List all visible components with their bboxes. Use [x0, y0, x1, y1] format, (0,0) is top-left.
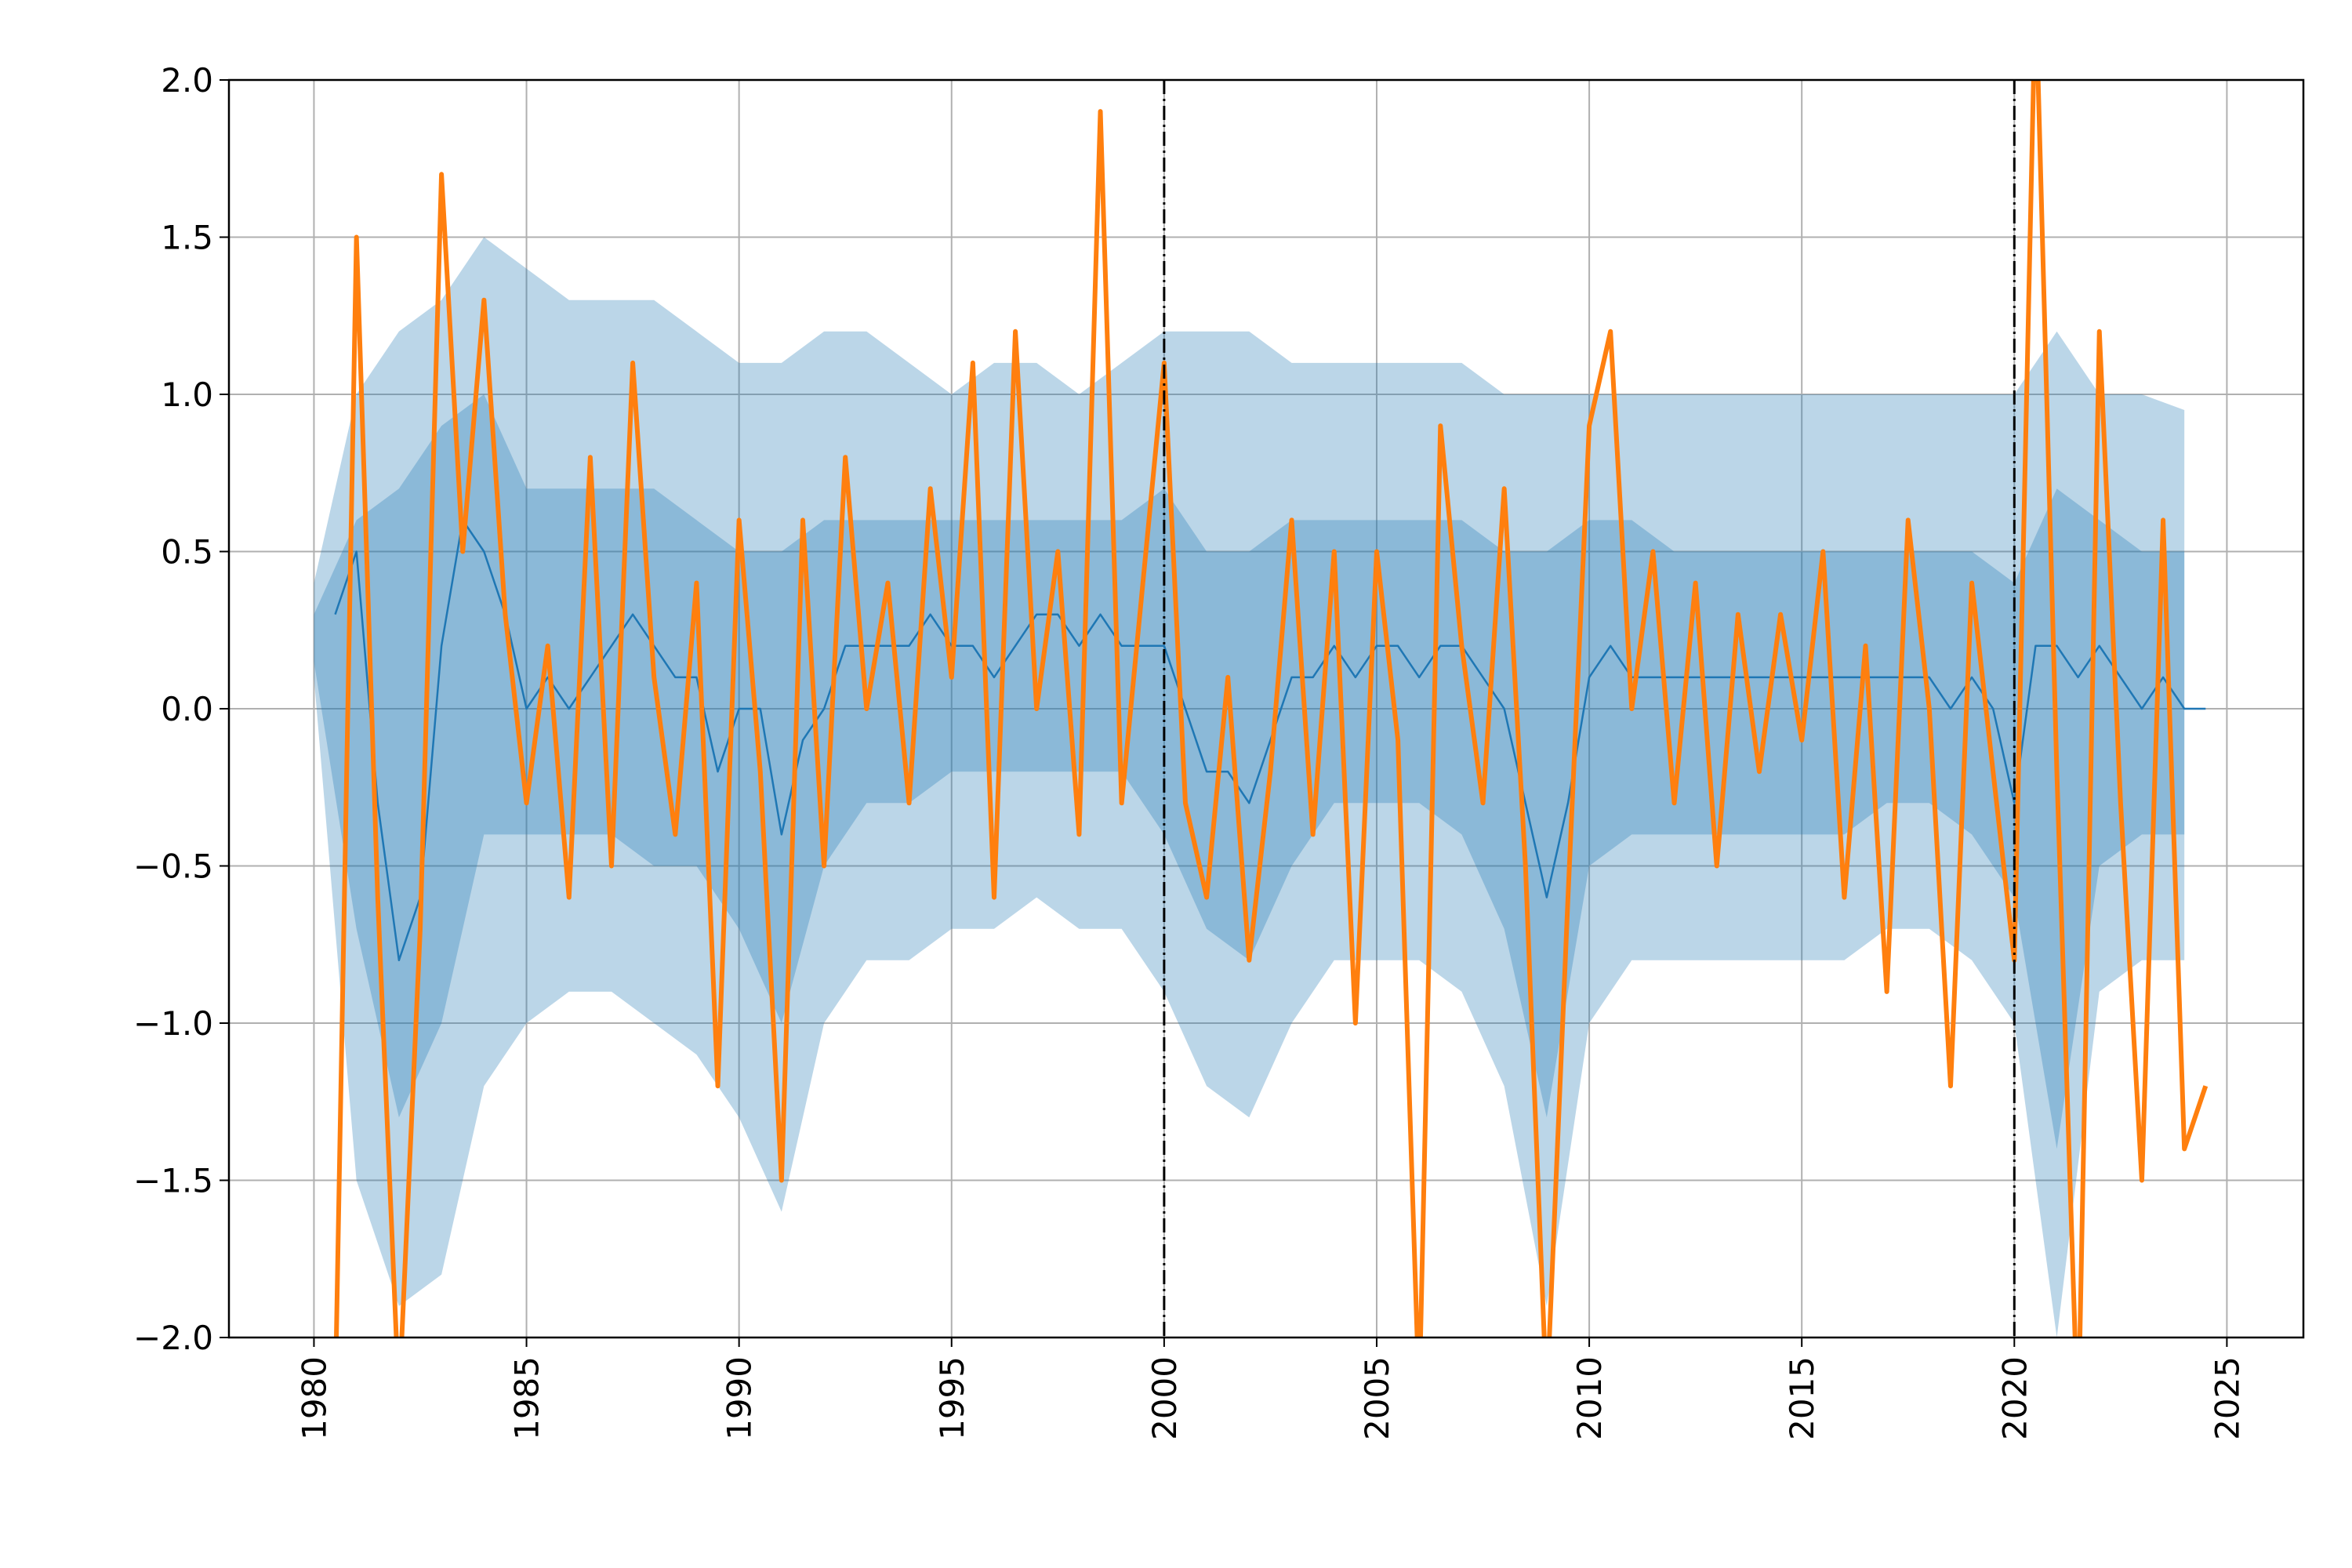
x-tick-label: 2005 — [1358, 1356, 1396, 1440]
band — [314, 237, 2185, 1338]
x-tick-label: 2000 — [1145, 1356, 1184, 1440]
x-tick-label: 2015 — [1783, 1356, 1821, 1440]
x-tick-label: 2010 — [1570, 1356, 1609, 1440]
y-tick-label: 2.0 — [161, 61, 213, 100]
band — [314, 394, 2185, 1149]
axes: −2.0 −1.5 −1.0 −0.5 0.0 0.5 1.0 1.5 2.0 1980 1985 1… — [133, 61, 2305, 1440]
y-tick-label: −1.0 — [133, 1004, 213, 1043]
series-line — [334, 80, 2209, 1338]
x-tick-label: 1980 — [295, 1356, 333, 1440]
x-tick-label: 1990 — [720, 1356, 759, 1440]
y-tick-label: −1.5 — [133, 1162, 213, 1200]
y-tick-label: 1.0 — [161, 376, 213, 414]
y-tick-label: −0.5 — [133, 848, 213, 886]
x-tick-label: 1985 — [508, 1356, 546, 1440]
series-line — [334, 519, 2206, 962]
plot-frame — [227, 78, 2305, 1339]
y-tick-label: 0.5 — [161, 533, 213, 572]
y-tick-label: −2.0 — [133, 1319, 213, 1357]
plot-area — [314, 80, 2209, 1338]
x-tick-label: 1995 — [933, 1356, 971, 1440]
y-tick-label: 0.0 — [161, 690, 213, 728]
x-tick-label: 2025 — [2208, 1356, 2246, 1440]
y-tick-label: 1.5 — [161, 219, 213, 257]
x-tick-label: 2020 — [1995, 1356, 2034, 1440]
